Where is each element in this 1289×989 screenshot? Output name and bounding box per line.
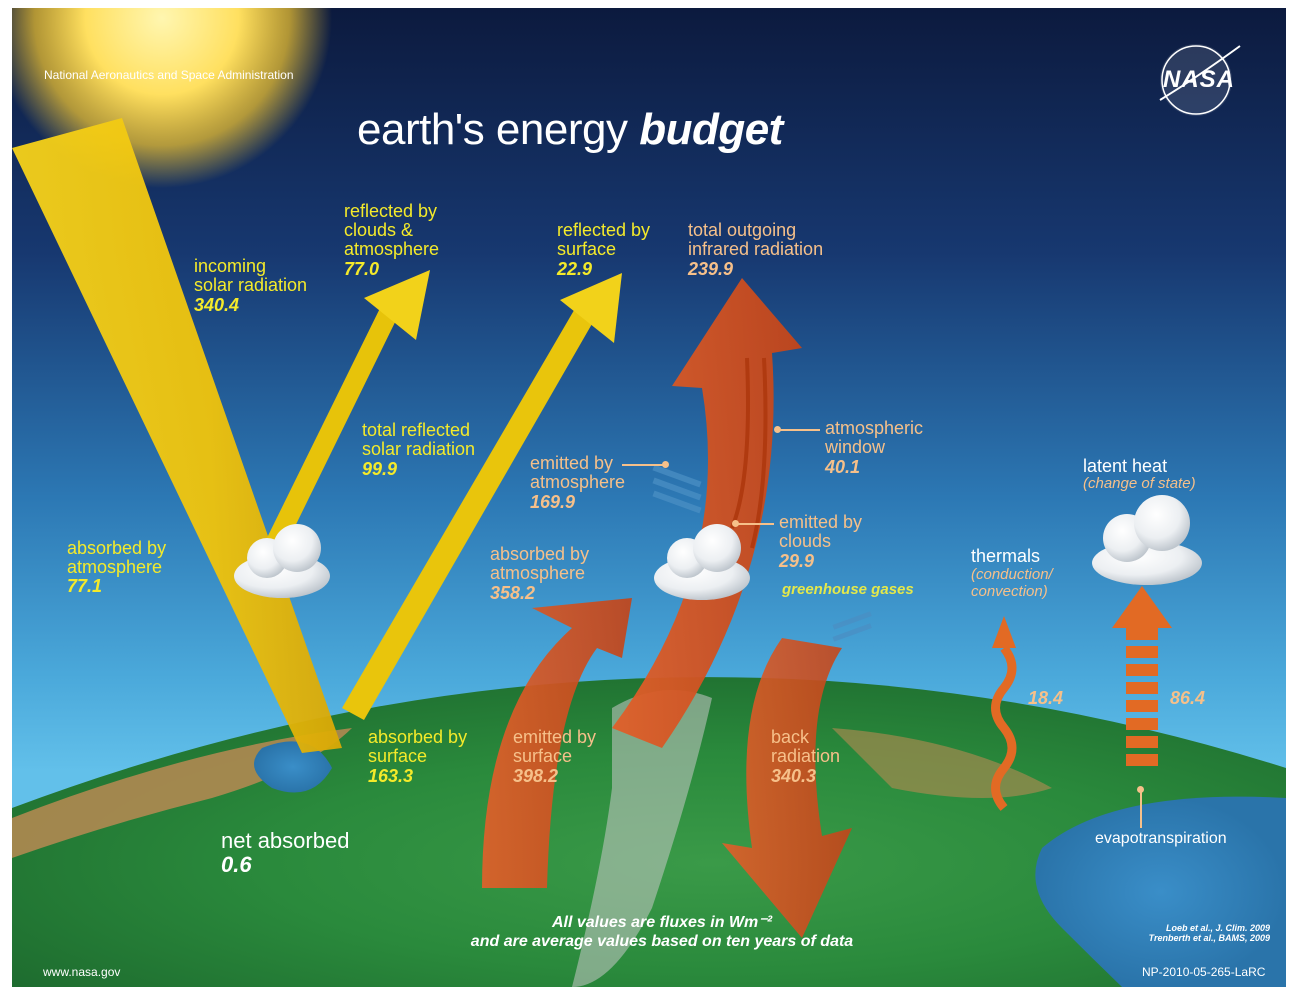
- nasa-logo-icon: [1159, 44, 1241, 116]
- citation-trenberth: Trenberth et al., BAMS, 2009: [1148, 933, 1270, 943]
- atmospheric-window-value: 40.1: [825, 457, 861, 477]
- absorbed-surface-value: 163.3: [368, 766, 414, 786]
- greenhouse-gases-label: greenhouse gases: [782, 581, 914, 598]
- reflected-surface-value: 22.9: [557, 259, 593, 279]
- emitted-clouds-label: emitted by clouds: [779, 512, 863, 551]
- emitted-atmosphere-dot: [662, 461, 669, 468]
- reflected-clouds-value: 77.0: [344, 259, 380, 279]
- evapotranspiration-leader: [1140, 790, 1142, 828]
- net-absorbed-value: 0.6: [221, 852, 252, 877]
- total-reflected-value: 99.9: [362, 459, 398, 479]
- absorbed-atmosphere-ir-label: absorbed by atmosphere: [490, 544, 590, 583]
- emitted-clouds-value: 29.9: [779, 551, 815, 571]
- reflected-clouds-label: reflected by clouds & atmosphere: [344, 201, 440, 259]
- emitted-atmosphere-label: emitted by atmosphere: [530, 453, 626, 492]
- title-emphasis: budget: [639, 105, 783, 154]
- latent-heat-value: 86.4: [1170, 688, 1206, 708]
- atmospheric-window-dot: [774, 426, 781, 433]
- emitted-surface-value: 398.2: [513, 766, 559, 786]
- evapotranspiration-label: evapotranspiration: [1095, 830, 1227, 847]
- net-absorbed-label: net absorbed: [221, 828, 350, 853]
- cloud-right: [1092, 495, 1202, 585]
- website-link[interactable]: www.nasa.gov: [43, 965, 121, 979]
- nasa-logo-text: NASA: [1163, 66, 1236, 93]
- total-outgoing-value: 239.9: [688, 259, 734, 279]
- emitted-clouds-leader: [738, 523, 774, 525]
- diagram-artwork: [12, 8, 1286, 987]
- thermals-sublabel: (conduction/ convection): [971, 566, 1053, 600]
- thermals-value: 18.4: [1028, 688, 1064, 708]
- absorbed-atmosphere-value: 77.1: [67, 576, 103, 596]
- emitted-clouds-dot: [732, 520, 739, 527]
- title-main: earth's energy: [357, 105, 640, 154]
- agency-name: National Aeronautics and Space Administr…: [44, 68, 294, 82]
- units-note-line2: and are average values based on ten year…: [470, 933, 854, 950]
- cloud-middle: [654, 524, 750, 600]
- units-note-line1: All values are fluxes in Wm⁻²: [551, 914, 773, 931]
- atmospheric-window-label: atmospheric window: [825, 418, 924, 457]
- energy-budget-poster: National Aeronautics and Space Administr…: [12, 8, 1286, 987]
- total-reflected-label: total reflected solar radiation: [362, 420, 476, 459]
- incoming-label: incoming solar radiation: [194, 256, 308, 295]
- incoming-value: 340.4: [194, 295, 240, 315]
- citation-loeb: Loeb et al., J. Clim. 2009: [1165, 923, 1270, 933]
- latent-heat-label: latent heat: [1083, 456, 1168, 476]
- cloud-left: [234, 524, 330, 598]
- atmospheric-window-leader: [780, 429, 820, 431]
- back-radiation-label: back radiation: [771, 727, 841, 766]
- page-title: earth's energy budget: [357, 108, 783, 152]
- latent-heat-sublabel: (change of state): [1083, 475, 1196, 492]
- reflected-surface-label: reflected by surface: [557, 220, 651, 259]
- evapotranspiration-dot: [1137, 786, 1144, 793]
- total-outgoing-label: total outgoing infrared radiation: [688, 220, 824, 259]
- back-radiation-value: 340.3: [771, 766, 817, 786]
- thermals-label: thermals: [971, 546, 1041, 566]
- emitted-surface-label: emitted by surface: [513, 727, 597, 766]
- absorbed-atmosphere-ir-value: 358.2: [490, 583, 536, 603]
- absorbed-atmosphere-label: absorbed by atmosphere: [67, 538, 167, 577]
- emitted-atmosphere-value: 169.9: [530, 492, 576, 512]
- emitted-atmosphere-leader: [622, 464, 664, 466]
- absorbed-surface-label: absorbed by surface: [368, 727, 468, 766]
- document-id: NP-2010-05-265-LaRC: [1142, 965, 1266, 979]
